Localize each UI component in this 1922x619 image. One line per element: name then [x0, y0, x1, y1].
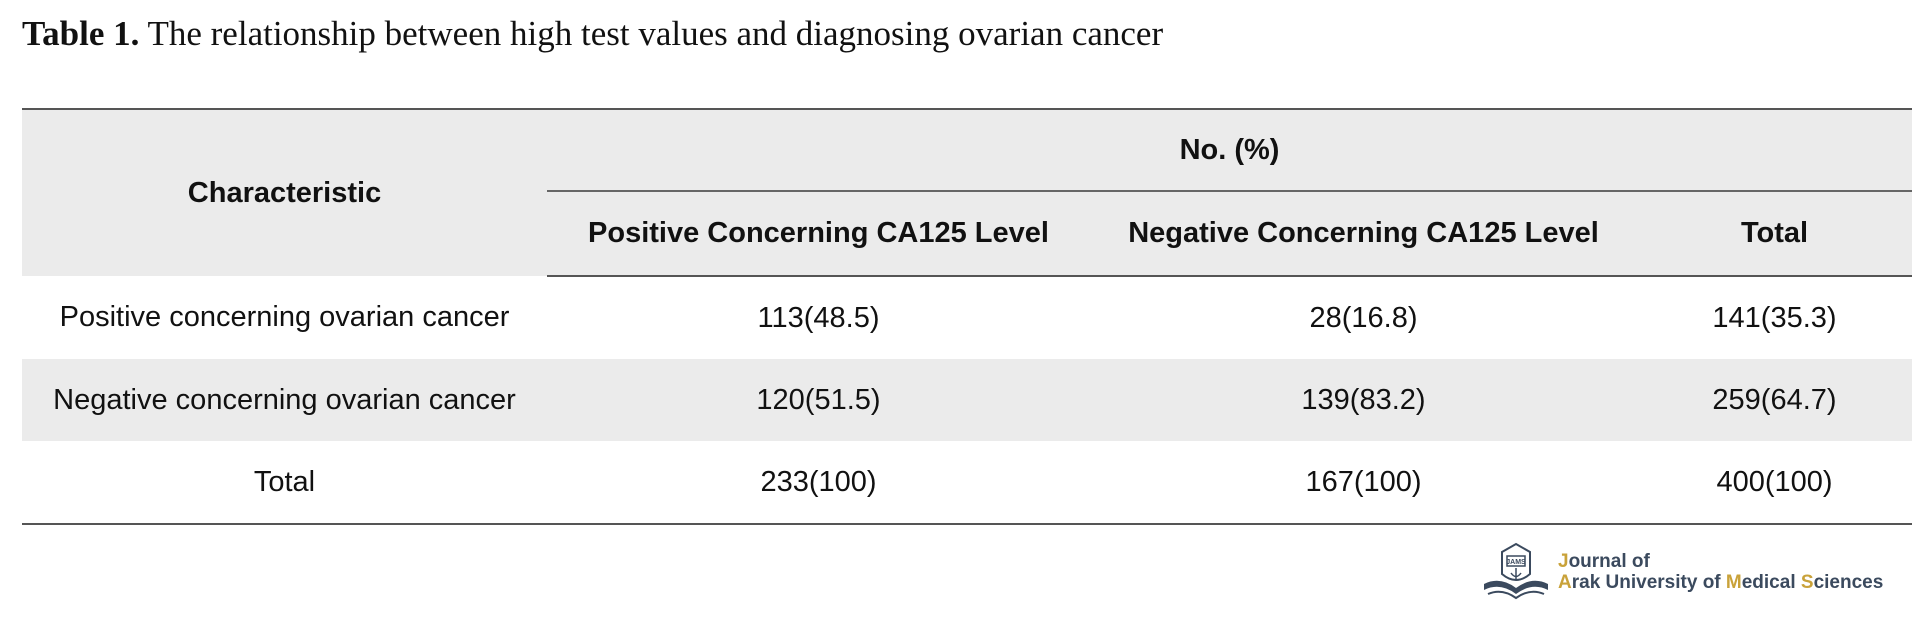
journal-name-line-2: Arak University of Medical Sciences: [1558, 572, 1884, 593]
table-cell: 233(100): [547, 441, 1090, 525]
journal-name-line-1: Journal of: [1558, 551, 1650, 572]
row-label: Total: [22, 441, 547, 525]
table-cell: 139(83.2): [1090, 359, 1637, 441]
table-caption: Table 1. The relationship between high t…: [22, 14, 1163, 54]
table-row: Positive concerning ovarian cancer 113(4…: [22, 276, 1912, 359]
table-cell: 113(48.5): [757, 301, 880, 334]
table-row: Total 233(100) 167(100) 400(100): [22, 441, 1912, 525]
table-cell: 400(100): [1637, 441, 1912, 525]
header-total: Total: [1637, 191, 1912, 277]
header-negative-ca125: Negative Concerning CA125 Level: [1090, 191, 1637, 277]
table-cell: 28(16.8): [1309, 301, 1418, 334]
seal-text: JAMS: [1506, 559, 1526, 566]
table-cell: 141(35.3): [1712, 301, 1837, 334]
table-cell: 120(51.5): [547, 359, 1090, 441]
journal-logo: JAMS Journal of Arak University of Medic…: [1480, 540, 1883, 604]
table-header-row-2: Positive Concerning CA125 Level Negative…: [22, 191, 1912, 277]
table-header-row-1: Characteristic No. (%): [22, 109, 1912, 276]
row-label: Negative concerning ovarian cancer: [22, 359, 547, 441]
table-caption-label: Table 1.: [22, 14, 140, 53]
table-caption-text: The relationship between high test value…: [147, 14, 1164, 53]
data-table: Characteristic No. (%) Positive Concerni…: [22, 108, 1912, 525]
header-group-no-percent: No. (%): [547, 109, 1912, 192]
header-characteristic: Characteristic: [22, 109, 547, 276]
table-row: Negative concerning ovarian cancer 120(5…: [22, 359, 1912, 441]
row-label: Positive concerning ovarian cancer: [59, 301, 510, 333]
journal-seal-icon: JAMS: [1484, 542, 1548, 600]
journal-name: Journal of Arak University of Medical Sc…: [1558, 551, 1883, 593]
table-cell: 167(100): [1090, 441, 1637, 525]
table-cell: 259(64.7): [1637, 359, 1912, 441]
header-positive-ca125: Positive Concerning CA125 Level: [547, 191, 1090, 277]
